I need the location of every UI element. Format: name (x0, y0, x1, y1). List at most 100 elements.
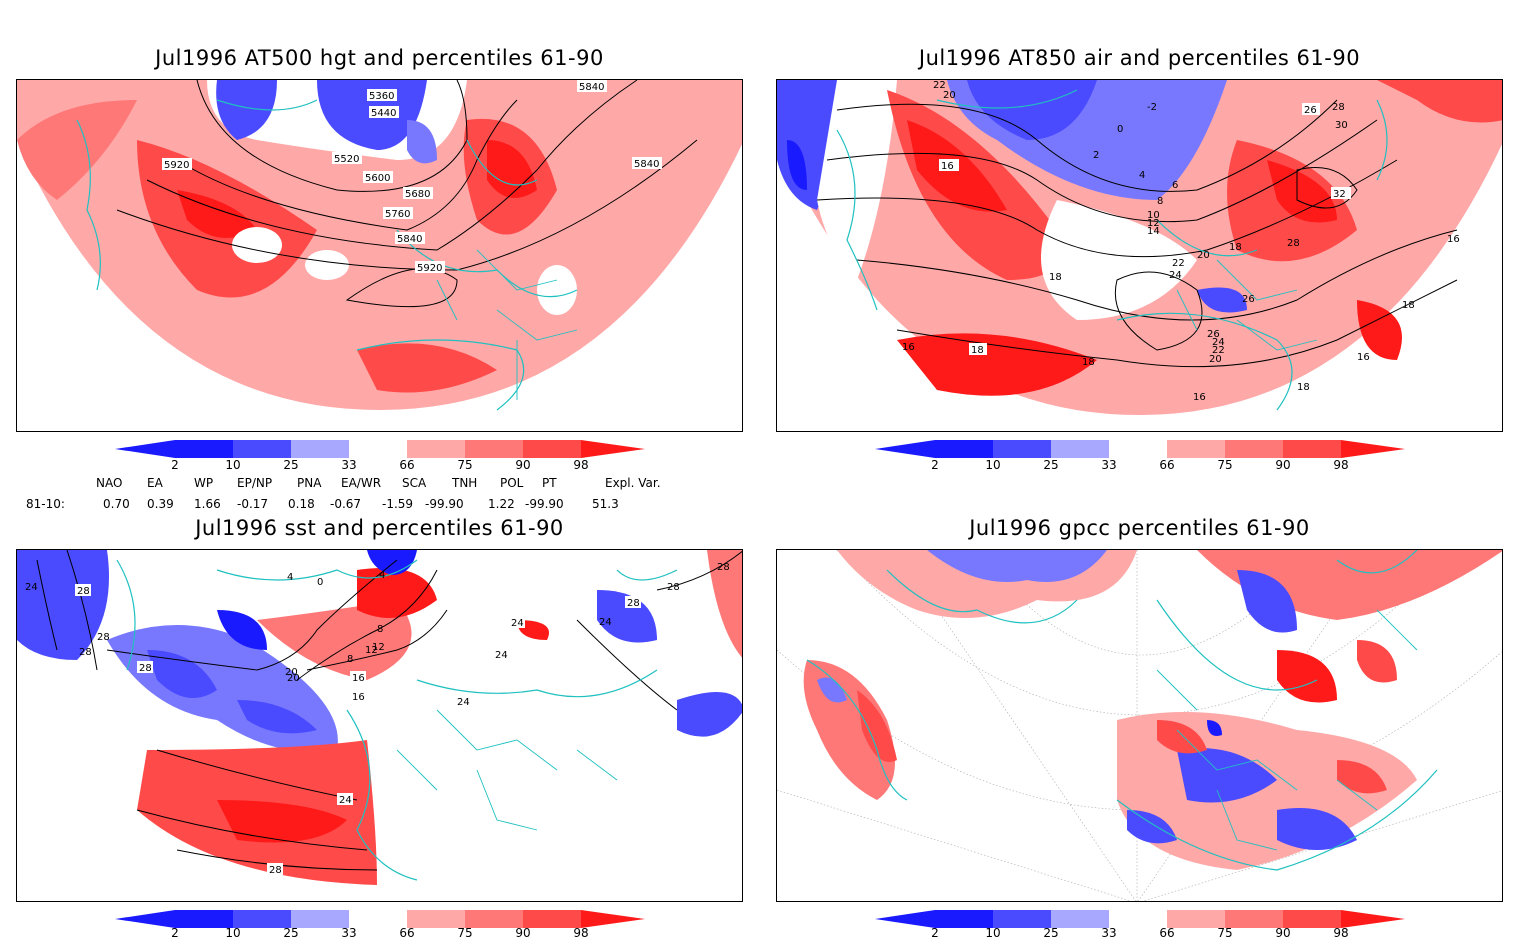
precip-anomaly-cold (817, 677, 847, 703)
contour-label-box (363, 171, 393, 183)
anomaly-cold (1197, 287, 1247, 313)
contour-label: 5680 (405, 189, 430, 200)
contour-label: 5840 (579, 82, 604, 93)
contour-label: 26 (1242, 294, 1255, 305)
contour-label-box (632, 157, 662, 169)
anomaly-warm (357, 568, 437, 618)
colorbar-label: 90 (1275, 926, 1291, 940)
colorbar-arrow-right (581, 440, 645, 458)
colorbar-bin (1051, 910, 1109, 928)
contour-label: 20 (943, 90, 956, 101)
colorbar-bin (465, 910, 523, 928)
contour-line (176, 99, 518, 231)
colorbar-label: 25 (283, 458, 299, 472)
contour-label: 28 (77, 586, 90, 597)
contour-label: 12 (1147, 218, 1160, 229)
index-header-eawr: EA/WR (341, 476, 382, 490)
anomaly-cold (17, 550, 109, 660)
contour-line (345, 268, 458, 308)
anomaly-cold (217, 610, 267, 650)
colorbar-label: 10 (225, 926, 241, 940)
precip-anomaly-cold (927, 550, 1107, 582)
contour-label: 12 (372, 642, 385, 653)
anomaly-neutral (1041, 200, 1197, 320)
contour-label: 24 (339, 795, 352, 806)
colorbar-label: 90 (1275, 458, 1291, 472)
contour-label-box (383, 207, 413, 219)
contour-label: 4 (379, 570, 385, 581)
colorbar-bin (935, 440, 993, 458)
map-air850-svg: 22 20 -2 0 2 4 6 8 10 12 14 16 18 20 22 … (777, 80, 1502, 415)
contour-label: 28 (1287, 238, 1300, 249)
index-value-sca: -1.59 (382, 497, 414, 511)
contour-label: 28 (97, 632, 110, 643)
contour-label: 24 (457, 697, 470, 708)
country-borders (1156, 609, 1418, 851)
contour-label: 4 (287, 572, 293, 583)
colorbar-label: 66 (1159, 926, 1175, 940)
anomaly-cold (237, 700, 317, 734)
colorbar-label: 98 (1333, 458, 1349, 472)
index-header-wp: WP (194, 476, 214, 490)
contour-line (36, 550, 98, 671)
map-panel-air850: 22 20 -2 0 2 4 6 8 10 12 14 16 18 20 22 … (776, 79, 1503, 432)
colorbar-bottom-right: 2 10 25 33 66 75 90 98 (875, 910, 1405, 940)
index-header-pna: PNA (297, 476, 322, 490)
contour-line (196, 80, 468, 192)
index-value-eawr: -0.67 (330, 497, 362, 511)
colorbar-label: 2 (931, 926, 939, 940)
contour-label-box (369, 106, 399, 118)
contour-label: 22 (1172, 258, 1185, 269)
colorbar-arrow-right (1341, 910, 1405, 928)
colorbar-bin (1225, 440, 1283, 458)
precip-anomaly-warm (857, 690, 897, 762)
contour-label-box (509, 616, 525, 628)
contour-label-box (395, 232, 425, 244)
precip-anomaly-cold (1237, 570, 1297, 633)
contour-line (1296, 167, 1358, 209)
colorbar-label: 75 (457, 926, 473, 940)
colorbar-label: 2 (171, 458, 179, 472)
contour-label-box (1331, 187, 1351, 199)
colorbar-bin (1167, 910, 1225, 928)
index-header-epnp: EP/NP (237, 476, 273, 490)
index-value-epnp: -0.17 (237, 497, 269, 511)
contour-label: 5440 (371, 108, 396, 119)
anomaly-warm (897, 333, 1097, 396)
contour-label-box (625, 596, 641, 608)
contour-label: 8 (377, 624, 383, 635)
index-header-nao: NAO (96, 476, 123, 490)
contour-label: 18 (971, 345, 984, 356)
contour-label: 8 (347, 654, 353, 665)
contour-label: 24 (1212, 337, 1225, 348)
contour-label: 28 (269, 865, 282, 876)
contour-label: 16 (1447, 234, 1460, 245)
colorbar-bottom-left: 2 10 25 33 66 75 90 98 (115, 910, 645, 940)
contour-label: 16 (352, 673, 365, 684)
contour-label: 18 (1402, 300, 1415, 311)
contour-label: 16 (1357, 352, 1370, 363)
anomaly-cold (407, 120, 437, 164)
index-header-pol: POL (500, 476, 524, 490)
colorbar-label: 66 (399, 926, 415, 940)
contour-label-box (577, 80, 607, 92)
contour-label: 24 (1169, 270, 1182, 281)
contour-label: 28 (667, 582, 680, 593)
colorbar-bin (993, 440, 1051, 458)
colorbar-bin (523, 910, 581, 928)
contour-line (836, 99, 1338, 192)
contour-label: 26 (1207, 329, 1220, 340)
contour-label: -2 (1147, 102, 1157, 113)
country-borders (436, 249, 578, 400)
contour-label: 24 (599, 617, 612, 628)
panel-title-sst: Jul1996 sst and percentiles 61-90 (195, 516, 564, 540)
contour-label: 0 (317, 577, 323, 588)
anomaly-warm (357, 343, 497, 393)
contour-label: 32 (1333, 189, 1346, 200)
contour-label: 24 (511, 618, 524, 629)
colorbar-label: 66 (399, 458, 415, 472)
colorbar-label: 75 (1217, 458, 1233, 472)
precip-anomaly-cold (1207, 720, 1222, 736)
contour-label-box (969, 343, 987, 355)
contour-label: 16 (352, 692, 365, 703)
